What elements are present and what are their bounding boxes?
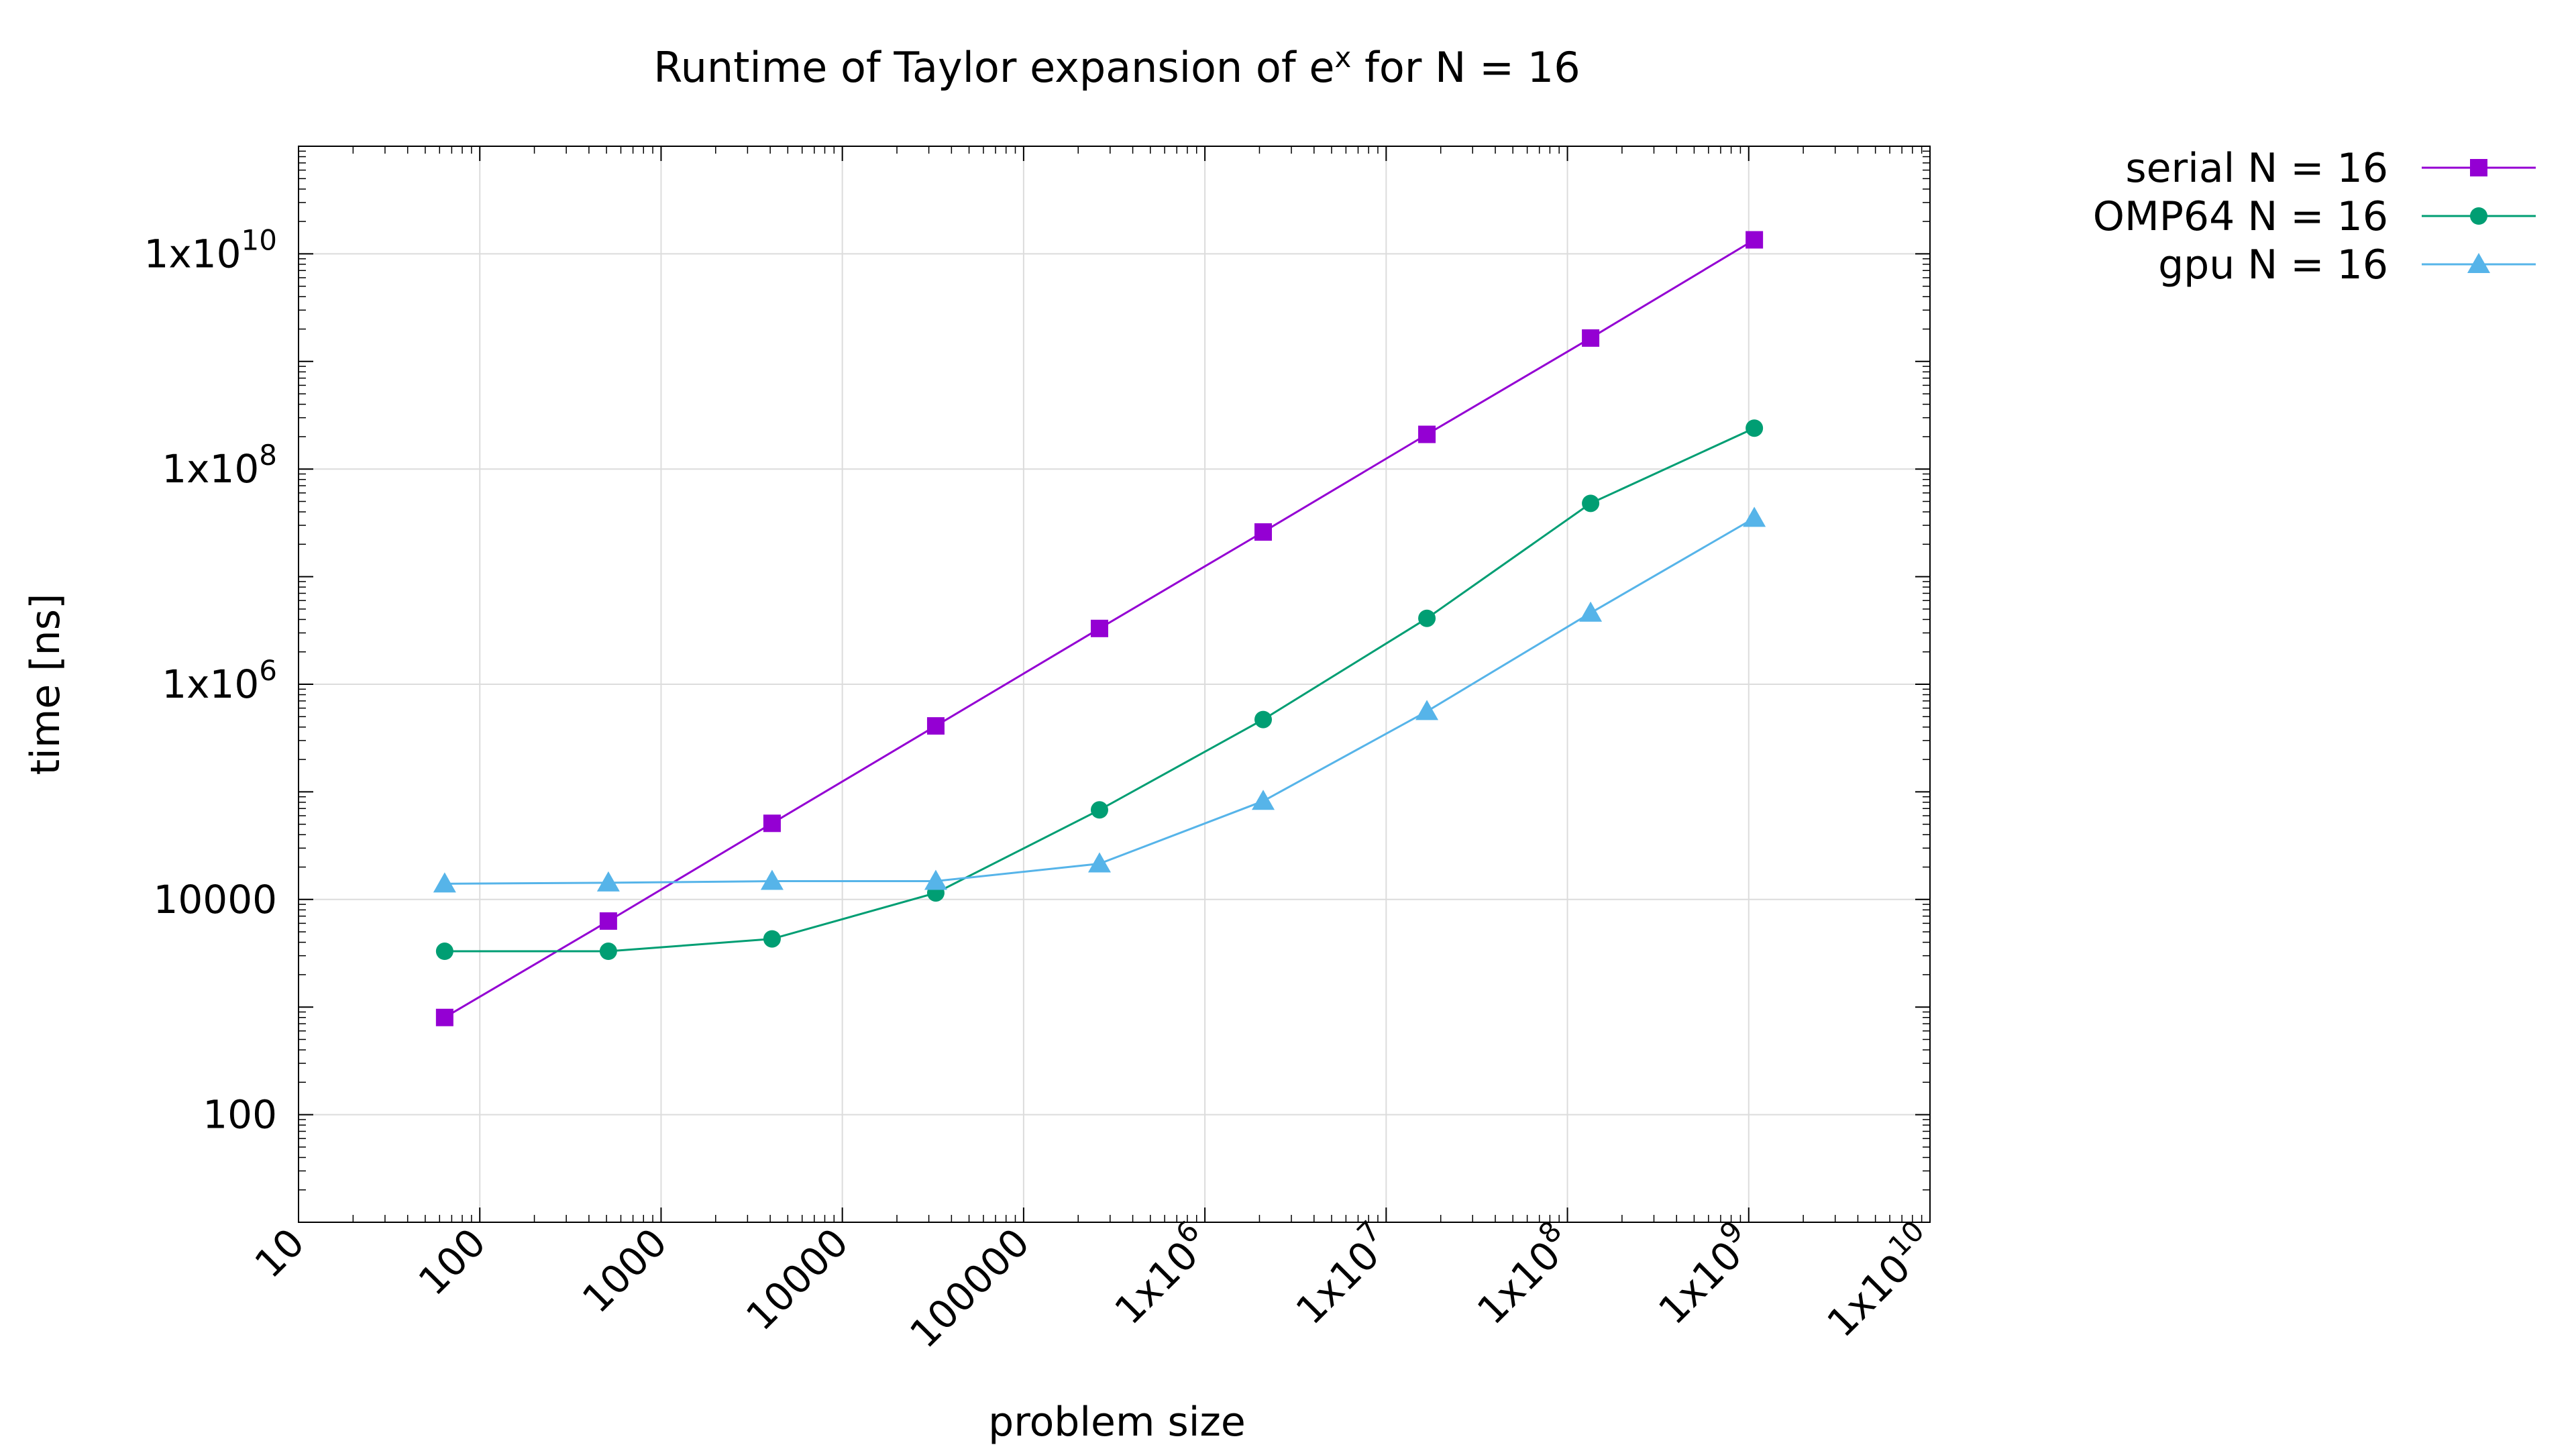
y-tick-label: 1x106 (162, 654, 277, 707)
y-tick-label: 100 (203, 1092, 277, 1138)
data-point (1743, 506, 1766, 527)
x-tick-label: 10000 (737, 1220, 857, 1340)
data-point (926, 717, 945, 735)
y-tick-label: 10000 (153, 877, 277, 922)
data-point (599, 912, 617, 930)
data-point (1252, 790, 1275, 810)
series-2 (435, 419, 1764, 961)
series-3 (433, 506, 1766, 893)
legend-item: serial N = 16 (2125, 145, 2536, 192)
series-line (444, 427, 1755, 953)
data-point (763, 814, 781, 833)
x-tick-label: 100 (410, 1220, 494, 1304)
y-axis-title: time [ns] (22, 594, 69, 775)
x-axis-title: problem size (988, 1399, 1246, 1446)
data-point (596, 871, 620, 892)
axis-ticks (298, 146, 1931, 1223)
data-point (1582, 494, 1600, 513)
data-point (763, 930, 781, 948)
legend-label: OMP64 N = 16 (2093, 193, 2388, 240)
data-point (1254, 710, 1273, 729)
data-point (760, 869, 784, 890)
legend-marker (2470, 207, 2487, 225)
data-point (1415, 700, 1439, 720)
data-point (599, 943, 617, 961)
data-point (435, 1008, 453, 1026)
legend-item: OMP64 N = 16 (2093, 193, 2536, 240)
legend-item: gpu N = 16 (2158, 241, 2536, 288)
data-point (1418, 609, 1436, 627)
x-tick-label: 1x108 (1463, 1214, 1582, 1333)
series-1 (435, 231, 1764, 1026)
legend-label: gpu N = 16 (2158, 241, 2388, 288)
data-point (433, 872, 456, 893)
legend-marker (2470, 159, 2487, 176)
data-point (1087, 852, 1111, 873)
x-tick-label: 10 (246, 1220, 313, 1287)
legend-label: serial N = 16 (2125, 145, 2388, 192)
x-tick-label: 1x107 (1282, 1214, 1401, 1333)
data-point (1418, 425, 1436, 443)
chart-title: Runtime of Taylor expansion of ex for N … (653, 41, 1580, 92)
data-point (1746, 231, 1764, 249)
x-tick-label: 1x1010 (1813, 1214, 1945, 1346)
data-point (435, 943, 453, 961)
y-tick-label: 1x108 (162, 439, 277, 492)
data-point (1090, 619, 1108, 637)
data-point (1746, 419, 1764, 437)
x-tick-label: 100000 (901, 1220, 1038, 1357)
legend-marker (2467, 253, 2490, 273)
x-tick-label: 1x106 (1101, 1214, 1220, 1333)
x-tick-label: 1x109 (1644, 1214, 1763, 1333)
data-point (1582, 329, 1600, 347)
series-line (444, 517, 1755, 885)
data-point (1254, 523, 1273, 541)
series-layer (433, 231, 1766, 1026)
data-point (924, 869, 947, 890)
x-tick-labels: 10 100 1000 10000 100000 1x106 1x107 1x108 1x109… (246, 1214, 1945, 1357)
y-tick-label: 1x1010 (144, 223, 277, 276)
data-point (1090, 801, 1108, 819)
x-tick-label: 1000 (574, 1220, 676, 1322)
y-tick-labels: 100 10000 1x106 1x108 1x1010 (144, 223, 277, 1137)
data-point (1579, 601, 1603, 622)
grid (298, 146, 1931, 1222)
